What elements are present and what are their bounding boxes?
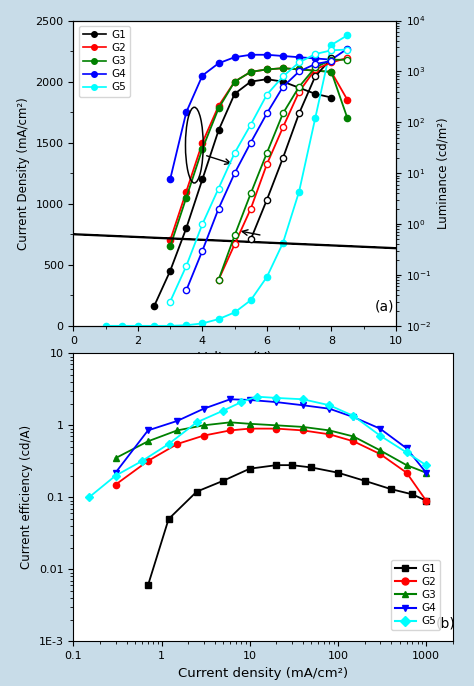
- X-axis label: Voltage (V): Voltage (V): [198, 351, 272, 364]
- Y-axis label: Current Density (mA/cm²): Current Density (mA/cm²): [17, 97, 30, 250]
- Y-axis label: Current efficiency (cd/A): Current efficiency (cd/A): [20, 425, 33, 569]
- Text: (a): (a): [375, 300, 394, 314]
- Text: (b): (b): [436, 616, 456, 630]
- Y-axis label: Luminance (cd/m²): Luminance (cd/m²): [437, 117, 449, 229]
- Legend: G1, G2, G3, G4, G5: G1, G2, G3, G4, G5: [391, 560, 440, 630]
- Legend: G1, G2, G3, G4, G5: G1, G2, G3, G4, G5: [79, 26, 130, 97]
- X-axis label: Current density (mA/cm²): Current density (mA/cm²): [178, 667, 348, 680]
